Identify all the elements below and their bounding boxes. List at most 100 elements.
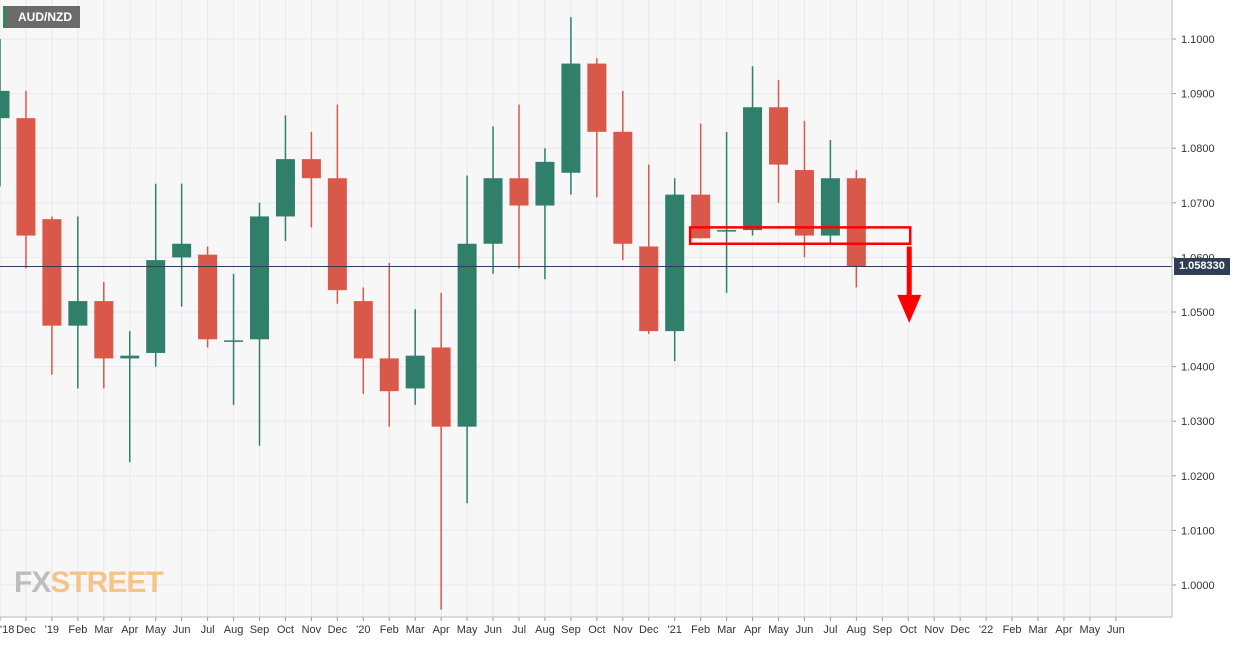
candle[interactable] bbox=[665, 178, 685, 362]
x-tick-label: Aug bbox=[847, 624, 867, 636]
candle[interactable] bbox=[42, 216, 62, 375]
y-tick-label: 1.0100 bbox=[1181, 525, 1215, 537]
x-tick-label: '22 bbox=[979, 624, 993, 636]
candle[interactable] bbox=[639, 164, 659, 334]
candle-body bbox=[379, 358, 399, 392]
candle[interactable] bbox=[250, 202, 269, 446]
candle-body bbox=[327, 178, 347, 291]
candle-body bbox=[535, 161, 555, 206]
x-tick-label: Jul bbox=[512, 624, 526, 636]
x-tick-label: '21 bbox=[668, 624, 682, 636]
fxstreet-logo: FXSTREET bbox=[14, 566, 164, 600]
logo-fx: FX bbox=[14, 566, 51, 599]
candle-body bbox=[846, 178, 866, 267]
candle[interactable] bbox=[587, 58, 607, 198]
x-tick-label: '20 bbox=[356, 624, 370, 636]
candle[interactable] bbox=[275, 115, 295, 242]
candle[interactable] bbox=[198, 246, 218, 348]
candle[interactable] bbox=[0, 39, 10, 187]
x-tick-label: '18 bbox=[0, 624, 14, 636]
candle-body bbox=[431, 347, 451, 427]
x-tick-label: Apr bbox=[121, 624, 138, 636]
x-tick-label: Dec bbox=[328, 624, 348, 636]
current-price-badge: 1.058330 bbox=[1174, 258, 1230, 275]
y-tick-label: 1.0000 bbox=[1181, 580, 1215, 592]
candle-body bbox=[561, 63, 581, 173]
candle-body bbox=[224, 340, 244, 342]
x-tick-label: Mar bbox=[406, 624, 425, 636]
candle-body bbox=[743, 107, 763, 231]
candle[interactable] bbox=[68, 216, 88, 389]
candle-body bbox=[68, 301, 88, 326]
x-tick-label: May bbox=[1080, 624, 1101, 636]
annotation-rectangle bbox=[688, 226, 912, 245]
candle[interactable] bbox=[353, 287, 373, 394]
candle-body bbox=[587, 63, 607, 132]
x-tick-label: '19 bbox=[45, 624, 59, 636]
candle[interactable] bbox=[457, 175, 477, 504]
candle[interactable] bbox=[743, 66, 763, 236]
candle[interactable] bbox=[535, 148, 555, 280]
candle[interactable] bbox=[224, 273, 244, 405]
y-tick-label: 1.0700 bbox=[1181, 198, 1215, 210]
y-tick-label: 1.0400 bbox=[1181, 362, 1215, 374]
x-tick-label: Mar bbox=[94, 624, 113, 636]
candle-body bbox=[353, 301, 373, 359]
y-axis: 1.10001.09001.08001.07001.06001.05001.04… bbox=[1171, 0, 1215, 617]
candle[interactable] bbox=[172, 183, 192, 307]
x-tick-label: Jul bbox=[201, 624, 215, 636]
x-tick-label: Aug bbox=[224, 624, 244, 636]
candle[interactable] bbox=[379, 262, 399, 427]
x-tick-label: Apr bbox=[1055, 624, 1072, 636]
y-tick-label: 1.0300 bbox=[1181, 416, 1215, 428]
candle-body bbox=[457, 243, 477, 427]
x-tick-label: Apr bbox=[744, 624, 761, 636]
candle-body bbox=[717, 230, 737, 232]
candle-body bbox=[16, 118, 36, 236]
arrow-head bbox=[897, 294, 922, 323]
y-tick-label: 1.0900 bbox=[1181, 89, 1215, 101]
candle[interactable] bbox=[146, 183, 166, 367]
x-tick-label: Jun bbox=[1107, 624, 1125, 636]
x-tick-label: Jul bbox=[823, 624, 837, 636]
grid-layer bbox=[0, 0, 1172, 617]
x-tick-label: Nov bbox=[302, 624, 322, 636]
candle[interactable] bbox=[301, 131, 321, 228]
candle-body bbox=[250, 216, 269, 340]
candle[interactable] bbox=[794, 120, 814, 258]
x-tick-label: Dec bbox=[639, 624, 659, 636]
x-tick-label: Feb bbox=[691, 624, 710, 636]
candle[interactable] bbox=[483, 126, 503, 274]
x-tick-label: May bbox=[457, 624, 478, 636]
candle[interactable] bbox=[613, 90, 633, 261]
x-tick-label: Sep bbox=[561, 624, 581, 636]
candle[interactable] bbox=[405, 309, 425, 405]
x-tick-label: Mar bbox=[1029, 624, 1048, 636]
candle-body bbox=[301, 159, 321, 179]
candle[interactable] bbox=[120, 331, 140, 463]
x-tick-label: Mar bbox=[717, 624, 736, 636]
candle-body bbox=[665, 194, 685, 332]
candle[interactable] bbox=[561, 17, 581, 195]
x-tick-label: Aug bbox=[535, 624, 555, 636]
x-tick-label: May bbox=[768, 624, 789, 636]
x-axis: '18 Dec '19 Feb Mar Apr May Jun Jul Aug Sep Oct Nov D… bbox=[0, 616, 1172, 636]
candle-body bbox=[42, 219, 62, 326]
candle[interactable] bbox=[509, 104, 529, 269]
candle-body bbox=[146, 260, 166, 353]
candle-body bbox=[198, 254, 218, 340]
candle[interactable] bbox=[94, 281, 114, 389]
candle[interactable] bbox=[16, 90, 36, 269]
logo-street: STREET bbox=[50, 566, 163, 599]
annotation-arrow-down bbox=[897, 246, 922, 323]
candle[interactable] bbox=[769, 79, 788, 203]
candle[interactable] bbox=[431, 292, 451, 610]
candle-body bbox=[820, 178, 840, 236]
y-tick-label: 1.1000 bbox=[1181, 34, 1215, 46]
candle-body bbox=[769, 107, 788, 165]
plot-background bbox=[0, 0, 1172, 617]
x-tick-label: Jun bbox=[484, 624, 502, 636]
candle[interactable] bbox=[327, 104, 347, 304]
